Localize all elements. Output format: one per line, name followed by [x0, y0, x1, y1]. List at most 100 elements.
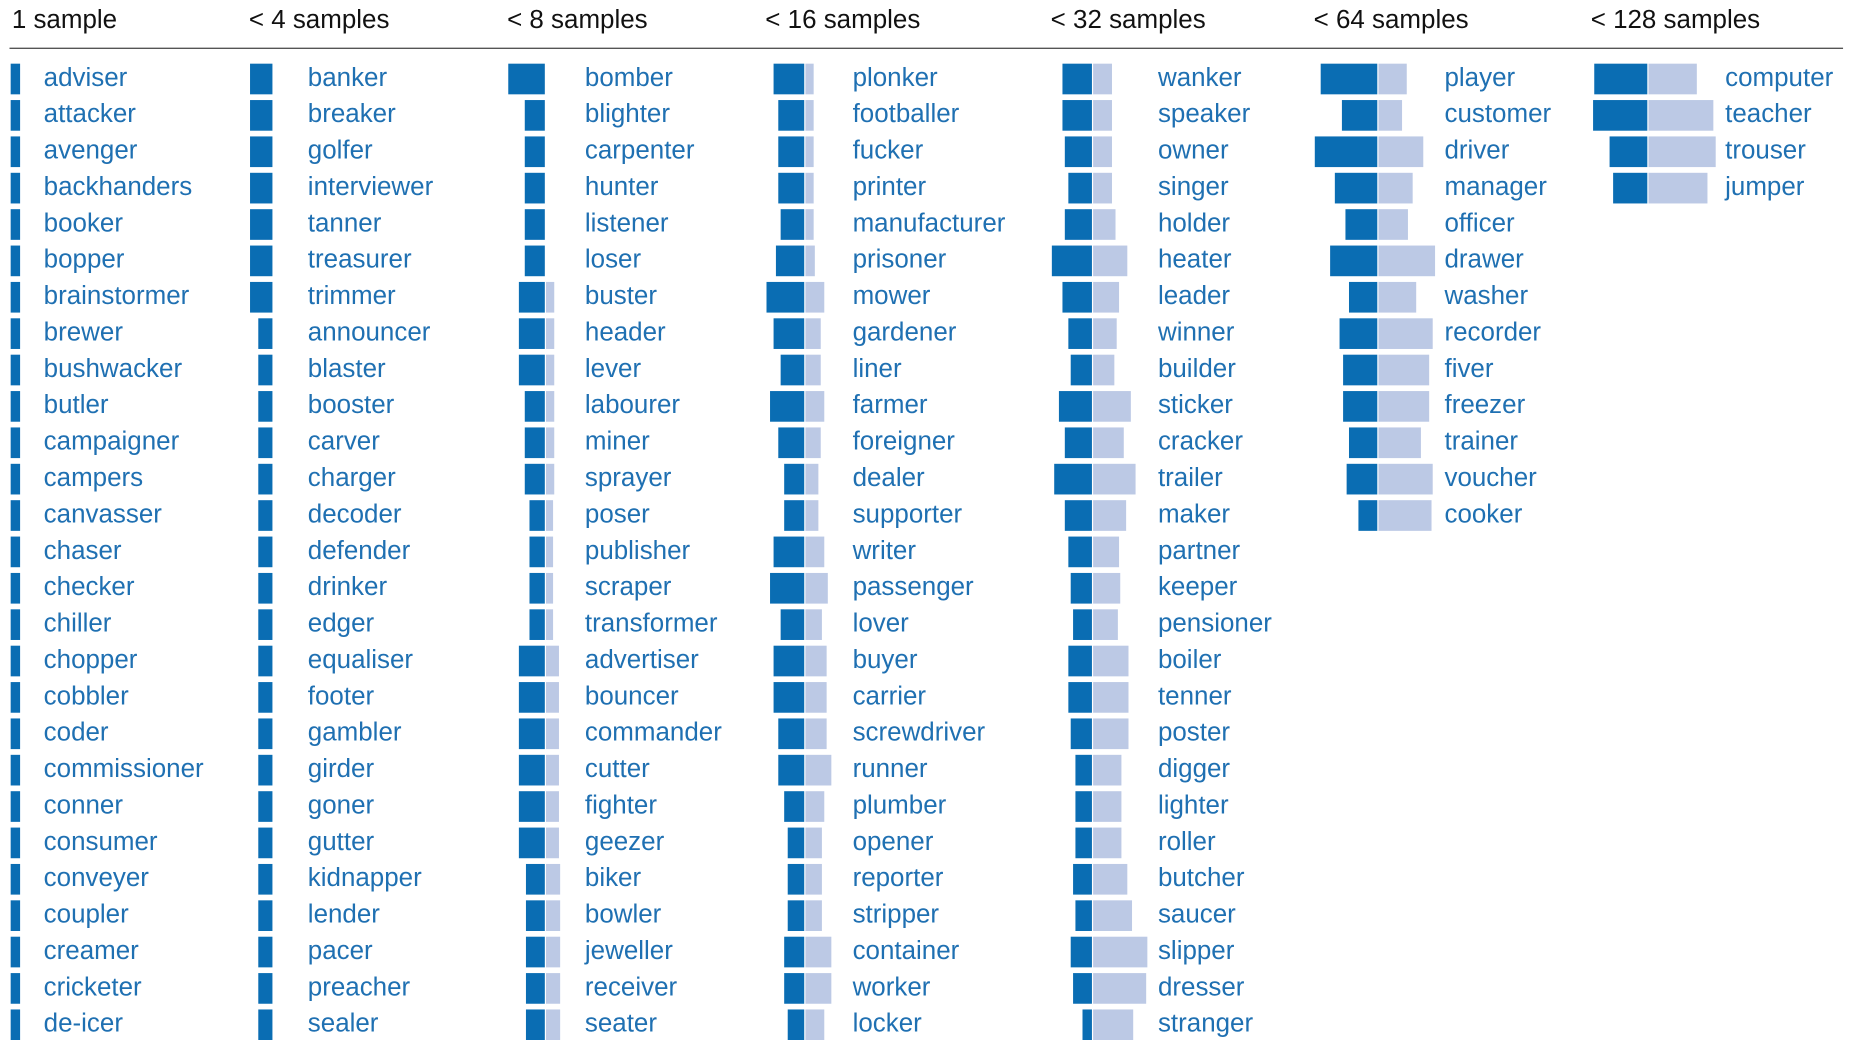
word: leader [1158, 282, 1230, 310]
bar-right [545, 754, 559, 786]
bar-left [766, 281, 805, 313]
word: drinker [308, 573, 388, 601]
word: seater [585, 1010, 657, 1038]
word: writer [852, 537, 917, 565]
bar-right [1093, 863, 1128, 895]
bar-left [250, 100, 273, 131]
bar-left [1058, 391, 1092, 422]
word: chopper [44, 646, 138, 674]
bar-right [805, 245, 815, 277]
word: footballer [853, 100, 960, 128]
word: hunter [585, 173, 659, 201]
bar-left [1613, 172, 1648, 204]
bar-left [787, 1009, 805, 1040]
bar-right [805, 973, 832, 1004]
word: attacker [44, 100, 137, 128]
word: dealer [853, 464, 925, 492]
bar-right [545, 463, 555, 495]
bar-left [258, 318, 273, 349]
bar-left [10, 827, 21, 859]
bar-left [1330, 245, 1378, 277]
bar-left [1070, 572, 1092, 604]
word: holder [1158, 209, 1230, 237]
word: carpenter [585, 137, 695, 165]
bar-left [1062, 63, 1092, 95]
bar-left [529, 500, 545, 531]
word: runner [853, 755, 928, 783]
word: gambler [308, 719, 402, 747]
word: reporter [853, 864, 944, 892]
bar-right [1093, 936, 1148, 968]
word: header [585, 318, 666, 346]
bar-right [805, 827, 822, 859]
word: trailer [1158, 464, 1223, 492]
bar-right [1093, 500, 1127, 531]
word: creamer [44, 937, 139, 965]
word: freezer [1445, 391, 1526, 419]
bar-left [529, 536, 545, 568]
bar-left [1073, 863, 1092, 895]
bar-left [10, 754, 21, 786]
bar-left [258, 791, 273, 822]
word: bushwacker [44, 355, 183, 383]
word: bomber [585, 64, 673, 92]
column-title: < 64 samples [1314, 6, 1469, 34]
word: bopper [44, 246, 125, 274]
bar-left [778, 100, 805, 131]
bar-left [1348, 281, 1378, 313]
bar-left [1075, 754, 1092, 786]
word: officer [1445, 209, 1516, 237]
bar-left [10, 863, 21, 895]
word: cricketer [44, 973, 142, 1001]
bar-left [1348, 427, 1378, 459]
bar-left [258, 463, 273, 495]
bar-left [524, 245, 545, 277]
column-title: < 128 samples [1591, 6, 1760, 34]
bar-right [1093, 463, 1136, 495]
bar-left [524, 100, 545, 131]
bar-left [1064, 209, 1092, 240]
bar-left [1068, 172, 1092, 204]
bar-left [518, 281, 545, 313]
word: biker [585, 864, 642, 892]
bar-right [805, 281, 825, 313]
bar-left [1068, 645, 1092, 677]
bar-left [10, 900, 21, 931]
word: poser [585, 500, 650, 528]
word: adviser [44, 64, 128, 92]
bar-right [805, 318, 821, 349]
bar-left [1068, 536, 1092, 568]
bar-right [805, 391, 825, 422]
bar-right [805, 718, 827, 750]
word: blaster [308, 355, 386, 383]
column-title: < 8 samples [507, 6, 648, 34]
word: washer [1444, 282, 1529, 310]
word: lever [585, 355, 642, 383]
word: customer [1445, 100, 1552, 128]
word: manager [1445, 173, 1548, 201]
word: treasurer [308, 246, 412, 274]
bar-left [258, 572, 273, 604]
bar-left [518, 354, 545, 386]
bar-left [1064, 427, 1092, 459]
bar-right [1093, 973, 1147, 1004]
word: golfer [308, 137, 373, 165]
bar-left [10, 172, 21, 204]
bar-right [805, 572, 828, 604]
bar-right [1378, 427, 1421, 459]
bar-left [1075, 900, 1092, 931]
word: miner [585, 428, 650, 456]
bar-left [780, 609, 805, 640]
bar-right [1093, 754, 1122, 786]
bar-left [508, 63, 545, 95]
bar-left [250, 245, 273, 277]
word: jeweller [584, 937, 673, 965]
bar-left [1343, 354, 1378, 386]
bar-left [1062, 281, 1092, 313]
word: stranger [1158, 1010, 1254, 1038]
word: heater [1158, 246, 1232, 274]
word: listener [585, 209, 669, 237]
bar-right [545, 609, 554, 640]
column-title: 1 sample [12, 6, 117, 34]
bar-right [1093, 281, 1120, 313]
